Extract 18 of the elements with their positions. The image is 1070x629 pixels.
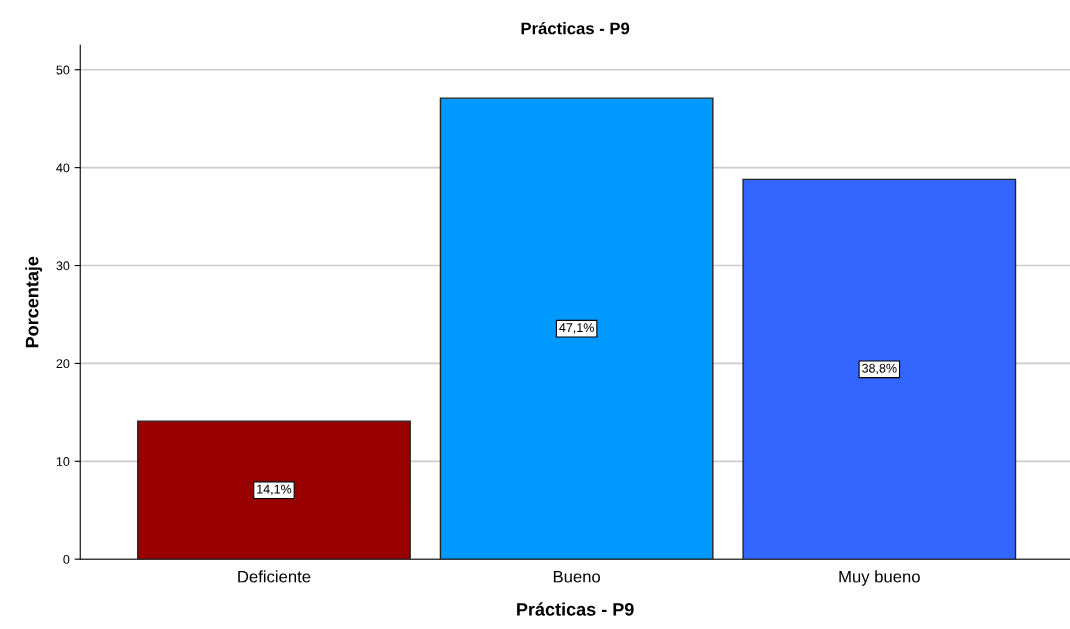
y-tick-label: 30 bbox=[56, 261, 70, 271]
x-tick-label: Bueno bbox=[553, 570, 601, 583]
chart-title: Prácticas - P9 bbox=[521, 21, 630, 35]
bar bbox=[137, 420, 411, 560]
y-tick-label: 40 bbox=[56, 163, 70, 173]
x-tick-label: Muy bueno bbox=[839, 570, 920, 586]
y-tick-label: 10 bbox=[56, 457, 70, 466]
y-tick-label: 0 bbox=[63, 554, 70, 564]
bar bbox=[742, 178, 1017, 560]
bar bbox=[439, 97, 714, 560]
data-label: 14,1% bbox=[257, 484, 292, 495]
y-axis-title: Porcentaje bbox=[25, 256, 43, 348]
y-tick-label: 50 bbox=[56, 65, 70, 75]
x-tick-label: Deficiente bbox=[238, 570, 311, 583]
data-label: 38,8% bbox=[862, 363, 897, 375]
y-tick-label: 20 bbox=[56, 359, 70, 369]
x-axis-title: Prácticas - P9 bbox=[517, 602, 634, 616]
data-label: 47,1% bbox=[559, 323, 594, 334]
